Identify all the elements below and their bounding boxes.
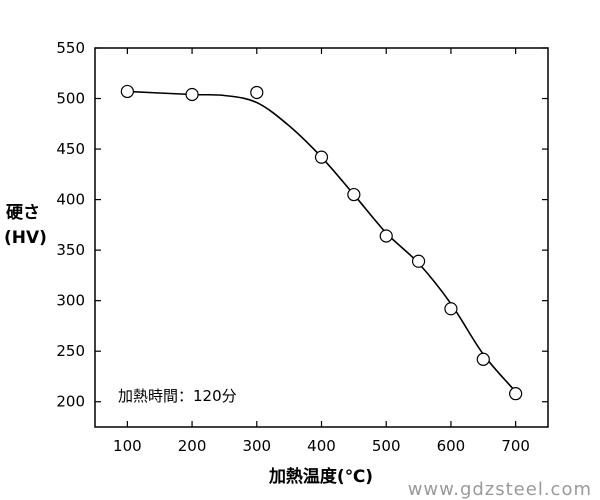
y-tick-label: 550 (56, 39, 85, 57)
data-point (509, 387, 523, 401)
trend-curve (127, 90, 517, 393)
data-point (347, 187, 361, 202)
data-point (250, 85, 264, 100)
x-tick-label: 400 (307, 437, 336, 455)
data-points (120, 84, 523, 401)
y-tick-label: 200 (56, 393, 85, 411)
y-axis-title-line1: 硬さ (6, 203, 40, 223)
x-tick-label: 700 (501, 437, 530, 455)
x-tick-label: 100 (113, 437, 142, 455)
data-point (185, 87, 199, 102)
plot-frame (94, 47, 549, 428)
x-tick-label: 200 (178, 437, 207, 455)
x-tick-label: 500 (372, 437, 401, 455)
y-tick-label: 250 (56, 342, 85, 360)
y-tick-label: 300 (56, 292, 85, 310)
data-point (120, 84, 134, 99)
watermark-text: www.gdzsteel.com (408, 479, 592, 500)
data-point (411, 254, 426, 268)
plot-area (94, 47, 549, 428)
data-point (444, 302, 458, 316)
y-axis-title-line2: (HV) (4, 228, 47, 248)
data-point (476, 352, 490, 366)
x-tick-label: 300 (242, 437, 271, 455)
data-point (379, 229, 393, 243)
y-tick-label: 500 (56, 90, 85, 108)
x-axis-title: 加熱温度(℃) (268, 466, 373, 487)
y-tick-label: 400 (56, 191, 85, 209)
y-tick-label: 350 (56, 241, 85, 259)
annotation-heating-time: 加熱時間：120分 (118, 387, 237, 405)
y-tick-label: 450 (56, 140, 85, 158)
trend-curve-group (127, 90, 517, 393)
axis-ticks: 100 200 300 400 500 600 700 200 250 300 350 400 450 5… (56, 39, 548, 455)
data-point (314, 150, 329, 164)
x-tick-label: 600 (437, 437, 466, 455)
